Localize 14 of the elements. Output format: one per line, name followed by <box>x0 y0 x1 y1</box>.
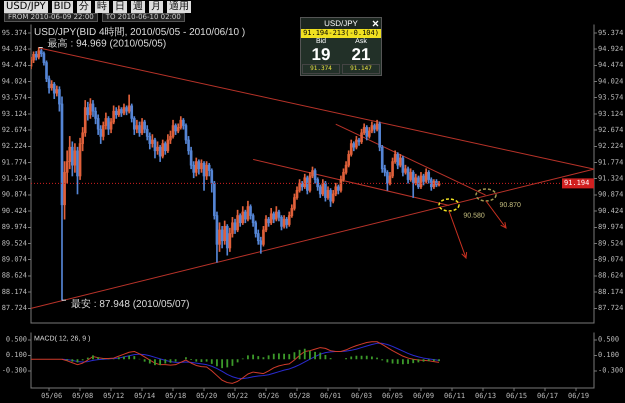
chart-title: USD/JPY(BID 4時間, 2010/05/05 - 2010/06/10 ) <box>34 26 246 38</box>
text: USD/JPY <box>301 18 381 29</box>
annotation: 21 <box>350 45 372 64</box>
text: 日 <box>113 1 128 13</box>
annotation: 19 <box>310 45 332 64</box>
text: 週 <box>131 1 146 13</box>
annotation: 最高 : 94.969 (2010/05/05) <box>48 37 166 50</box>
text: 適用 <box>167 1 192 13</box>
text: BID <box>52 1 74 13</box>
text: 月 <box>149 1 164 13</box>
text: USD/JPY <box>4 1 48 13</box>
text: 時 <box>95 1 110 13</box>
annotation: 最安 : 87.948 (2010/05/07) <box>70 298 190 310</box>
text: 分 <box>77 1 92 13</box>
